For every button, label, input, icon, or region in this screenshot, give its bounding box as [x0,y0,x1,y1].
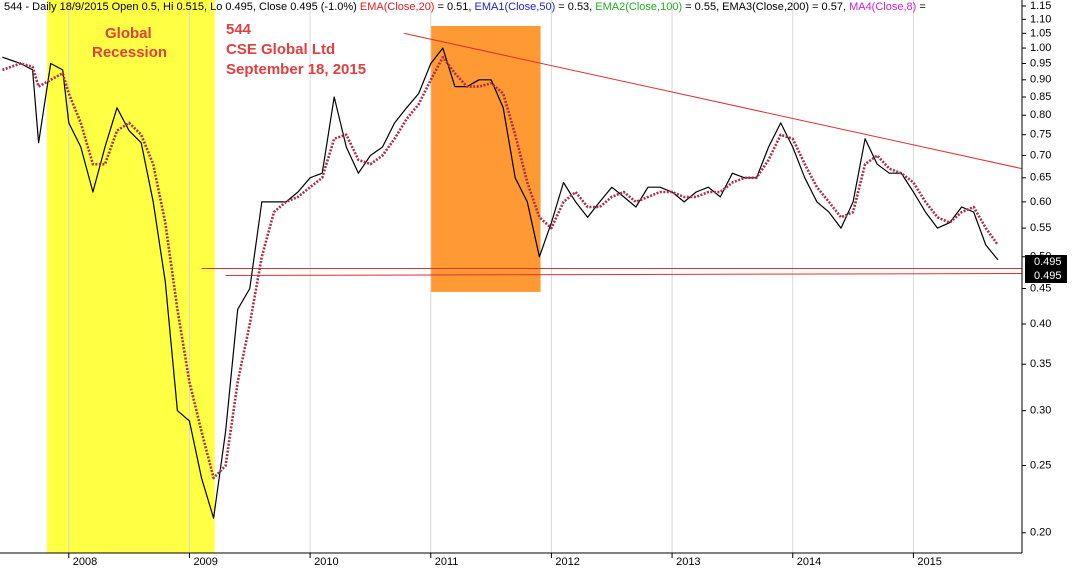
header-part: = 0.55, EMA3(Close,200) = 0.57, [682,1,849,13]
grid [68,0,914,553]
y-tick-label: 1.00 [1030,42,1051,54]
price-tag [1025,269,1067,283]
x-tick-label: 2015 [917,556,941,568]
x-tick-label: 2011 [435,556,459,568]
price-tag [1025,255,1067,269]
plot [1,32,1023,519]
x-tick-label: 2012 [555,556,579,568]
header-part: = 0.53, [555,1,595,13]
y-tick-label: 0.70 [1030,149,1051,161]
series-line [2,47,999,519]
y-tick-label: 0.25 [1030,459,1051,471]
annotation: 544 [226,21,252,38]
y-tick-label: 1.10 [1030,13,1051,25]
annotation: CSE Global Ltd [226,41,335,58]
x-tick-label: 2014 [797,556,821,568]
annotation: Recession [92,44,167,61]
price-tag-label: 0.495 [1034,256,1062,268]
y-tick-label: 0.30 [1030,405,1051,417]
x-tick-label: 2009 [193,556,217,568]
y-tick-label: 0.35 [1030,358,1051,370]
x-tick-label: 2013 [676,556,700,568]
y-tick-label: 0.85 [1030,91,1051,103]
shaded-region [430,25,541,292]
header-part: EMA1(Close,50) [475,1,556,13]
x-tick-label: 2008 [73,556,97,568]
y-tick-label: 0.65 [1030,172,1051,184]
y-tick-label: 1.15 [1030,0,1051,12]
annotation: September 18, 2015 [226,61,366,78]
y-tick-label: 0.45 [1030,282,1051,294]
header-part: EMA2(Close,100) [595,1,682,13]
header-part: MA4(Close,8) [849,1,916,13]
axes: 2008 2009 2010 2011 2012 2013 2014 2015 0.20 0.25… [68,0,1067,568]
header-part: EMA(Close,20) [360,1,435,13]
header-part: = 0.51, [434,1,474,13]
y-tick-label: 1.05 [1030,27,1051,39]
y-tick-label: 0.20 [1030,527,1051,539]
trend-line [404,32,1023,170]
y-tick-label: 0.40 [1030,318,1051,330]
header-part: = [916,1,925,13]
shaded-region [47,0,215,553]
y-tick-label: 0.95 [1030,57,1051,69]
y-tick-label: 0.80 [1030,109,1051,121]
y-tick-label: 0.60 [1030,196,1051,208]
y-tick-label: 0.90 [1030,74,1051,86]
y-tick-label: 0.75 [1030,129,1051,141]
header: 544 - Daily 18/9/2015 Open 0.5, Hi 0.515… [4,1,926,13]
y-tick-label: 0.55 [1030,222,1051,234]
header-part: 544 - Daily 18/9/2015 Open 0.5, Hi 0.515… [4,1,360,13]
series-line [1,55,999,480]
price-tag-label: 0.495 [1034,270,1062,282]
trend-line [225,273,1023,276]
x-tick-label: 2010 [314,556,338,568]
annotation: Global [105,25,152,42]
